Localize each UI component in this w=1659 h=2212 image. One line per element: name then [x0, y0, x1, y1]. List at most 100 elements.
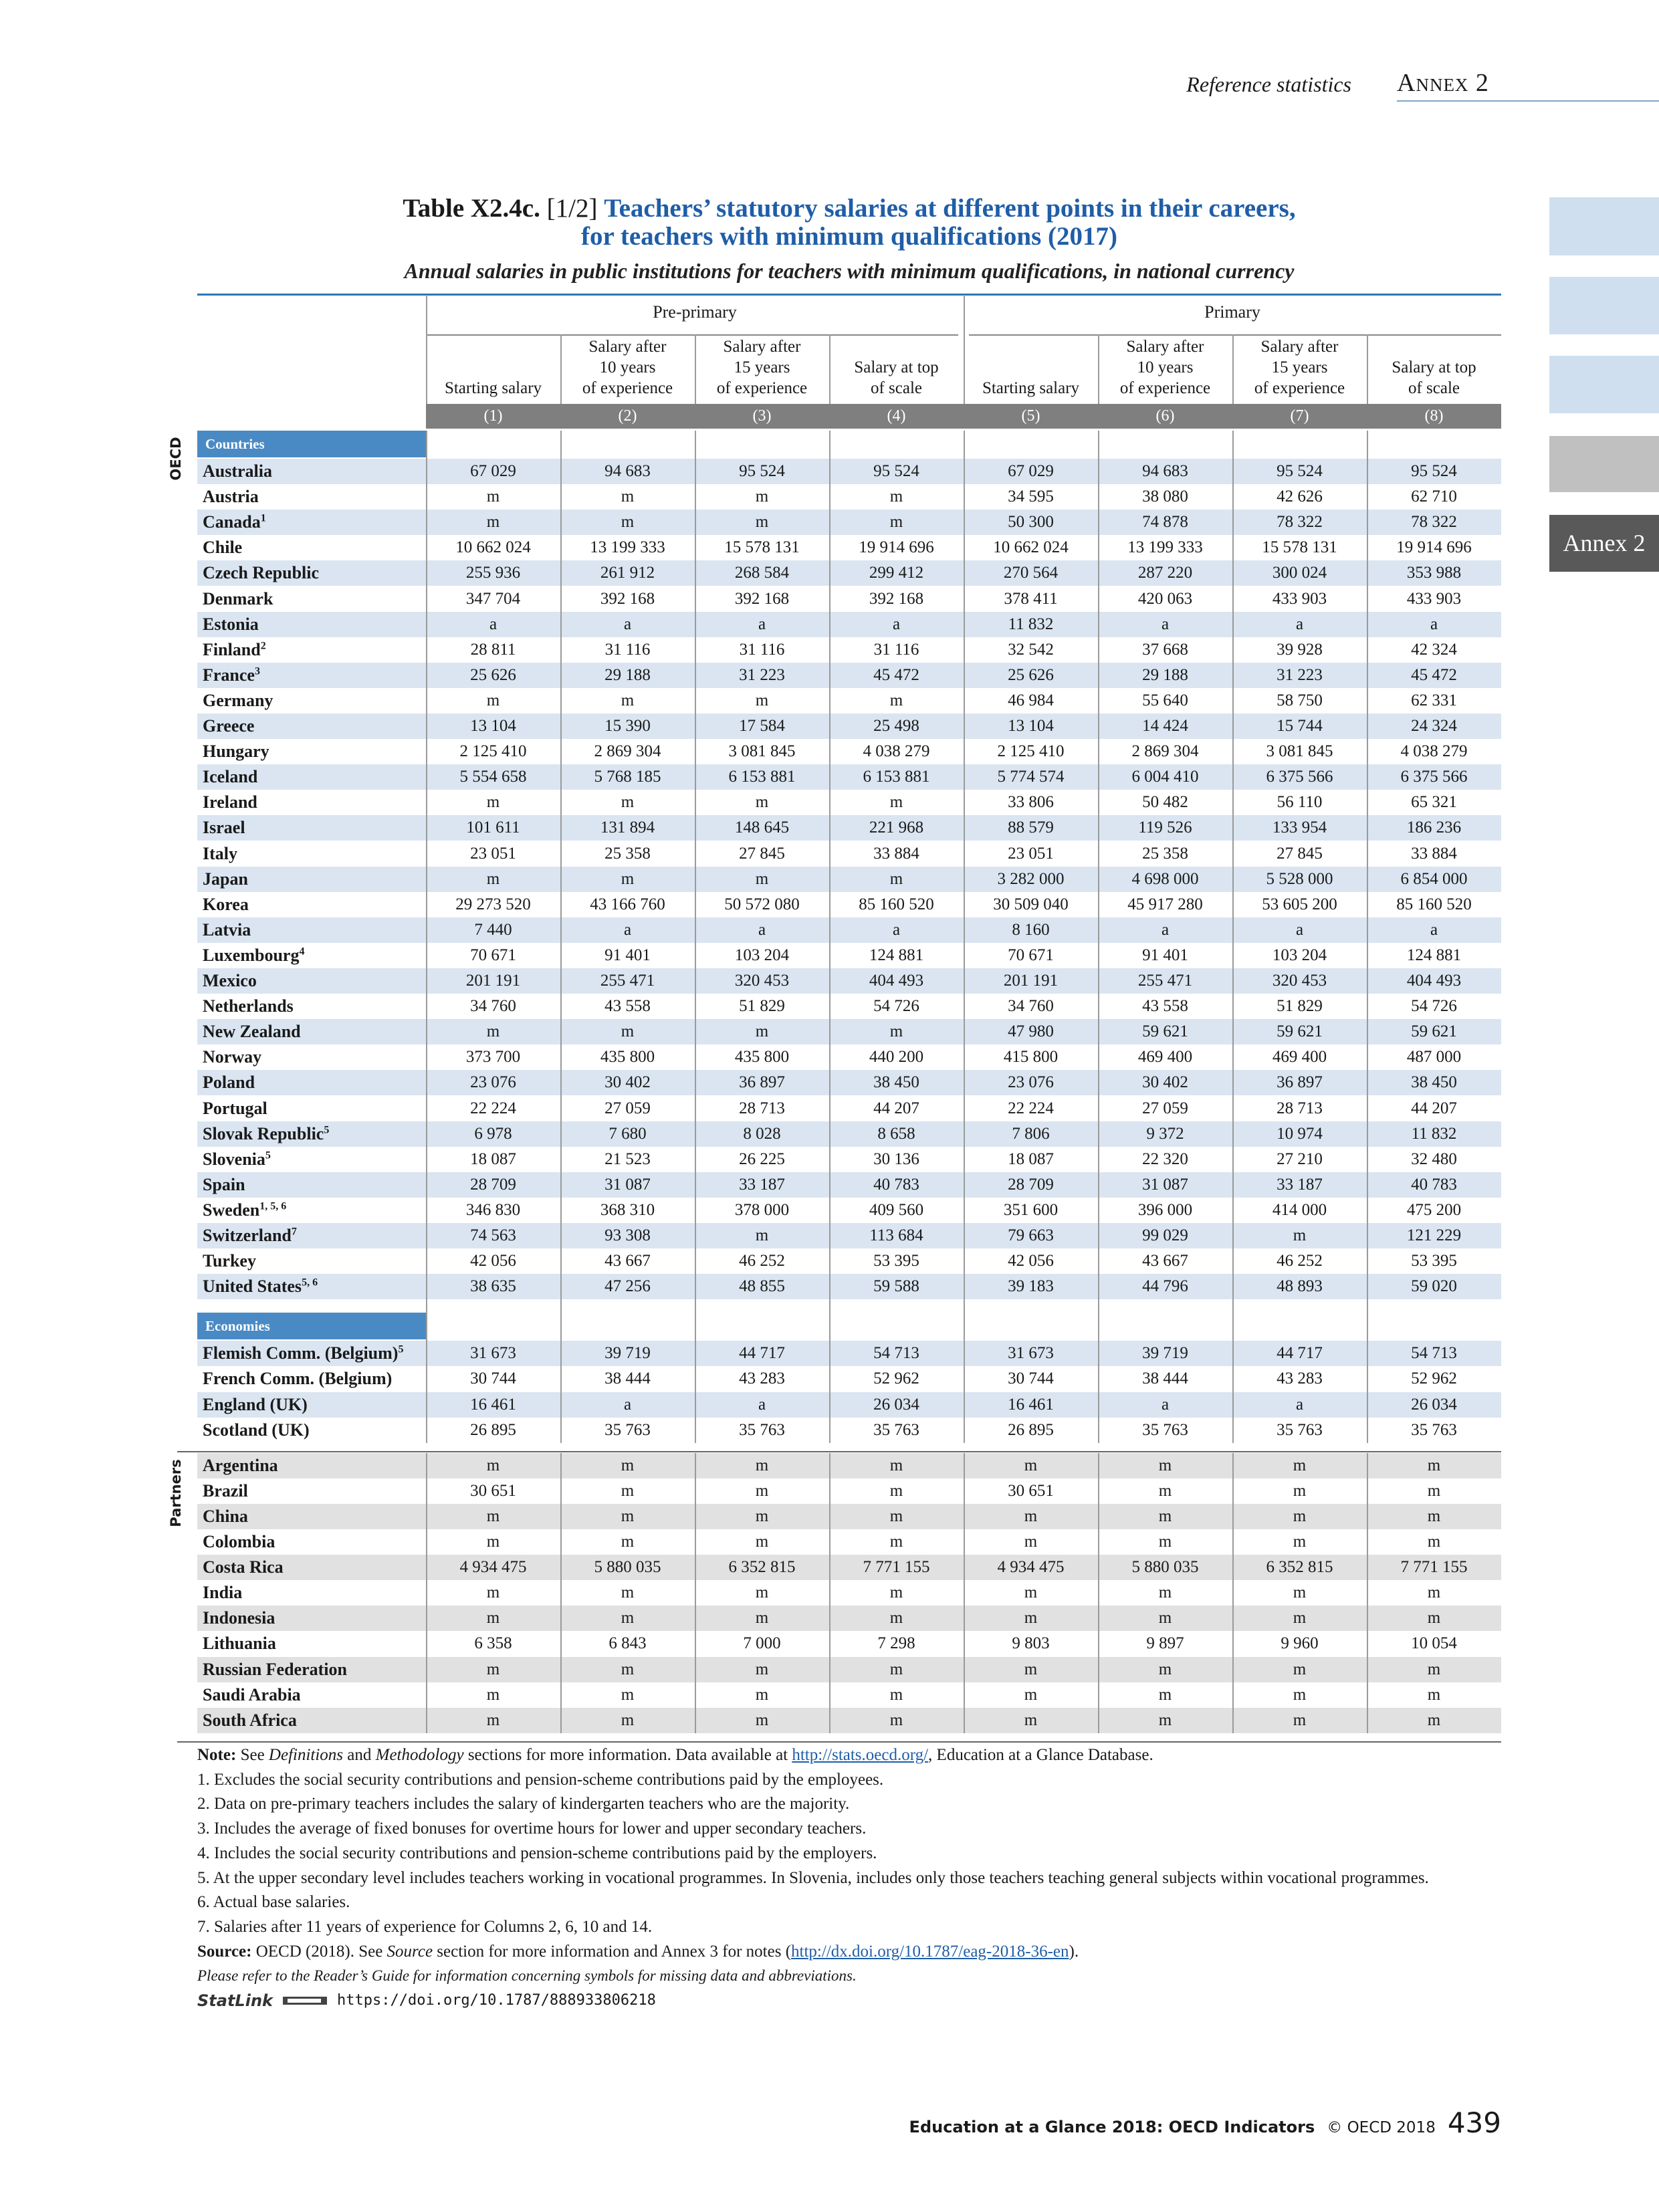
- cell: 435 800: [734, 1048, 790, 1067]
- table-row: Greece 13 104 15 390 17 584 25 498 13 104 14 4…: [197, 713, 1501, 740]
- cell: 38 444: [604, 1369, 651, 1388]
- cell: 320 453: [734, 972, 790, 990]
- cell: 26 034: [873, 1395, 919, 1414]
- cell: 201 191: [1003, 972, 1059, 990]
- cell: 299 412: [869, 564, 924, 582]
- cell: 26 034: [1411, 1395, 1457, 1414]
- cell: m: [889, 1583, 903, 1602]
- row-name: Germany: [203, 688, 273, 713]
- cell: 39 719: [1142, 1344, 1188, 1363]
- statlink-icon: [283, 1997, 327, 2005]
- column-number: (6): [1155, 407, 1175, 425]
- footnote-ref: 5, 6: [302, 1277, 318, 1289]
- column-rule: [1098, 334, 1099, 404]
- country-name: Brazil: [203, 1480, 248, 1501]
- cell: 133 954: [1272, 818, 1327, 837]
- cell: 6 854 000: [1400, 869, 1468, 888]
- country-name: Greece: [203, 716, 255, 736]
- cell: m: [889, 869, 903, 888]
- side-label-text: OECD: [168, 437, 184, 481]
- cell: 8 028: [743, 1124, 781, 1143]
- cell: 50 572 080: [724, 895, 800, 913]
- column-rule: [1367, 1452, 1368, 1733]
- cell: 56 110: [1277, 793, 1323, 812]
- cell: 54 726: [1411, 997, 1457, 1016]
- row-name: Chile: [203, 535, 242, 560]
- statlink-url[interactable]: https://doi.org/10.1787/888933806218: [337, 1992, 656, 2009]
- cell: 23 076: [470, 1073, 516, 1092]
- cell: 53 605 200: [1262, 895, 1337, 913]
- country-name: Luxembourg: [203, 945, 300, 965]
- cell: m: [889, 1685, 903, 1704]
- column-header: Starting salary: [444, 379, 542, 397]
- cell: 433 903: [1272, 589, 1327, 608]
- link[interactable]: http://stats.oecd.org/: [792, 1746, 929, 1764]
- cell: 70 671: [470, 946, 516, 964]
- cell: 30 651: [1008, 1481, 1054, 1500]
- cell: a: [489, 615, 497, 633]
- cell: 261 912: [600, 564, 655, 582]
- cell: 28 709: [470, 1175, 516, 1194]
- table-row: Lithuania 6 358 6 843 7 000 7 298 9 803 9 897 9…: [197, 1631, 1501, 1656]
- text: and: [347, 1746, 372, 1764]
- cell: m: [1293, 1481, 1307, 1500]
- table-row: Netherlands 34 760 43 558 51 829 54 726 34 76…: [197, 994, 1501, 1019]
- footnote: 7. Salaries after 11 years of experience…: [197, 1917, 653, 1936]
- cell: 50 300: [1008, 513, 1054, 532]
- row-name: Turkey: [203, 1248, 256, 1274]
- country-name: Canada: [203, 512, 261, 532]
- cell: m: [755, 1226, 769, 1244]
- cell: m: [1158, 1456, 1172, 1474]
- column-rule: [964, 1452, 965, 1733]
- source-label: Source:: [197, 1942, 252, 1961]
- column-number: (2): [618, 407, 637, 425]
- column-number: (3): [752, 407, 772, 425]
- row-name: Slovenia5: [203, 1147, 271, 1172]
- cell: a: [892, 920, 901, 939]
- row-name: Netherlands: [203, 994, 294, 1019]
- note: Note: See Definitions and Methodology se…: [197, 1743, 1501, 1768]
- cell: m: [889, 513, 903, 532]
- cell: 15 744: [1277, 717, 1323, 735]
- cell: 433 903: [1406, 589, 1462, 608]
- row-name: Latvia: [203, 917, 251, 943]
- country-name: Poland: [203, 1073, 255, 1093]
- cell: m: [486, 1022, 500, 1041]
- title-text: Teachers’ statutory salaries at differen…: [604, 194, 1296, 223]
- cell: 15 578 131: [724, 538, 800, 557]
- cell: m: [486, 869, 500, 888]
- cell: 33 806: [1008, 793, 1054, 812]
- country-name: Germany: [203, 690, 273, 710]
- statlink: StatLink https://doi.org/10.1787/88893380…: [197, 1989, 1501, 2013]
- cell: 95 524: [873, 462, 919, 480]
- country-name: Sweden: [203, 1200, 260, 1220]
- cell: 42 626: [1277, 487, 1323, 506]
- link[interactable]: http://dx.doi.org/10.1787/eag-2018-36-en: [791, 1942, 1069, 1961]
- cell: 46 984: [1008, 691, 1054, 709]
- cell: 28 709: [1008, 1175, 1054, 1194]
- row-name: Portugal: [203, 1096, 267, 1121]
- cell: 95 524: [739, 462, 785, 480]
- table-row: Iceland 5 554 658 5 768 185 6 153 881 6 153 …: [197, 764, 1501, 790]
- cell: 440 200: [869, 1048, 924, 1067]
- column-number: (1): [483, 407, 503, 425]
- row-name: Argentina: [203, 1453, 278, 1478]
- cell: 33 884: [1411, 844, 1457, 863]
- cell: m: [1293, 1710, 1307, 1729]
- table-part: [1/2]: [546, 194, 598, 223]
- cell: 8 160: [1012, 920, 1050, 939]
- notes: Note: See Definitions and Methodology se…: [197, 1743, 1501, 2013]
- cell: 414 000: [1272, 1200, 1327, 1219]
- cell: 255 471: [1137, 972, 1193, 990]
- cell: 13 104: [1008, 717, 1054, 735]
- row-name: Russian Federation: [203, 1657, 347, 1682]
- row-name: New Zealand: [203, 1019, 301, 1044]
- cell: 51 829: [1277, 997, 1323, 1016]
- country-name: France: [203, 665, 255, 685]
- cell: 43 667: [604, 1252, 651, 1270]
- column-rule: [829, 431, 831, 1443]
- cell: 35 763: [1411, 1420, 1457, 1439]
- cell: a: [1295, 920, 1304, 939]
- cell: 46 252: [739, 1252, 785, 1270]
- cell: a: [623, 1395, 632, 1414]
